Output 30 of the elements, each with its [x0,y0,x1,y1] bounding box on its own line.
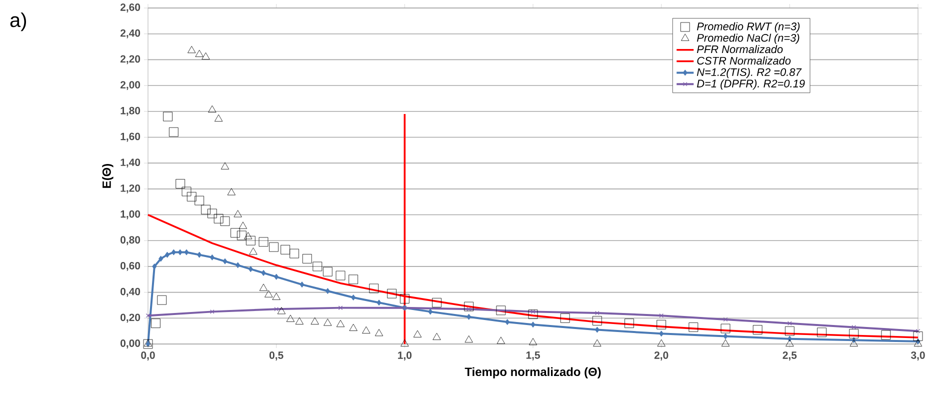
y-tick-label: 2,60 [120,4,140,12]
x-tick-label: 3,0 [910,352,925,360]
y-tick-label: 0,80 [120,236,140,246]
x-tick-label: 1,5 [526,352,540,360]
x-tick-label: 1,0 [398,352,412,360]
x-axis-title: Tiempo normalizado (Θ) [464,367,601,378]
y-tick-label: 0,60 [120,262,140,271]
y-tick-label: 1,80 [120,106,140,116]
x-tick-label: 0,5 [269,352,284,360]
legend-label: PFR Normalizado [696,45,783,54]
y-tick-label: 1,20 [120,184,140,194]
y-axis-title: E(Θ) [102,164,114,188]
y-tick-label: 2,00 [120,81,140,90]
x-tick-label: 0,0 [141,352,155,360]
legend-label: Promedio RWT (n=3) [696,22,800,32]
text: a) [10,12,26,32]
legend-label: N=1.2(TIS). R2 =0.87 [696,68,802,78]
legend-label: CSTR Normalizado [697,56,791,65]
y-tick-label: 0,40 [120,288,140,297]
legend-label: D=1 (DPFR). R2=0.19 [696,79,805,90]
legend-label: Promedio NaCl (n=3) [696,34,800,44]
y-tick-label: 1,00 [120,210,140,220]
y-tick-label: 0,00 [120,340,140,348]
x-tick-label: 2,5 [782,352,797,360]
y-tick-label: 0,20 [120,314,140,323]
y-tick-label: 1,60 [120,132,140,142]
y-tick-label: 1,40 [120,158,140,168]
x-tick-label: 2,0 [654,352,668,360]
y-tick-label: 2,40 [120,29,140,38]
y-tick-label: 2,20 [120,55,140,64]
